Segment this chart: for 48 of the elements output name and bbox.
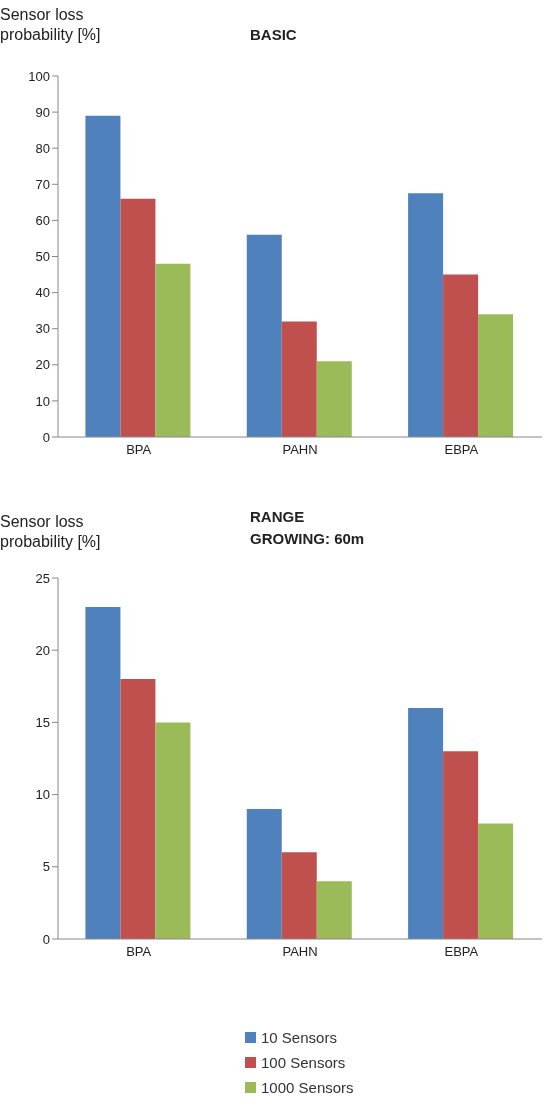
bar [316,361,352,437]
x-tick-label: EBPA [444,944,479,960]
x-tick-label: PAHN [282,442,318,458]
y-tick-label: 80 [35,140,50,156]
y-tick-label: 50 [35,249,50,265]
bar [85,606,121,939]
bar [316,881,352,939]
y-tick-label: 15 [35,715,50,731]
bar [155,722,191,939]
x-tick-label: PAHN [282,944,318,960]
bar [443,751,479,939]
chart-title: RANGE GROWING: 60m [250,507,366,549]
x-tick-label: BPA [126,944,152,960]
legend-label: 100 Sensors [261,1054,346,1071]
bar [85,115,121,437]
legend-label: 10 Sensors [261,1029,337,1046]
bar [443,274,479,437]
bar [478,314,514,437]
y-tick-label: 40 [35,285,50,301]
bar [155,263,191,437]
chart-title: BASIC [250,25,298,45]
bar [246,809,282,939]
y-tick-label: 30 [35,321,50,337]
y-tick-label: 25 [35,570,50,586]
y-axis-title: Sensor loss probability [%] [0,5,102,45]
bar [408,193,444,437]
y-tick-label: 90 [35,104,50,120]
y-tick-label: 0 [42,429,50,445]
y-tick-label: 20 [35,357,50,373]
bar [408,707,444,939]
legend-label: 1000 Sensors [261,1079,354,1096]
y-tick-label: 60 [35,213,50,229]
y-tick-label: 20 [35,642,50,658]
y-tick-label: 100 [28,68,50,84]
y-tick-label: 5 [42,859,50,875]
bar [281,321,317,437]
x-tick-label: EBPA [444,442,479,458]
bar [281,852,317,939]
x-tick-label: BPA [126,442,152,458]
bar [120,198,156,437]
bar [478,823,514,939]
y-tick-label: 10 [35,393,50,409]
y-axis-title: Sensor loss probability [%] [0,512,102,552]
bar [246,234,282,437]
y-tick-label: 70 [35,176,50,192]
bar [120,679,156,939]
y-tick-label: 10 [35,787,50,803]
y-tick-label: 0 [42,931,50,947]
